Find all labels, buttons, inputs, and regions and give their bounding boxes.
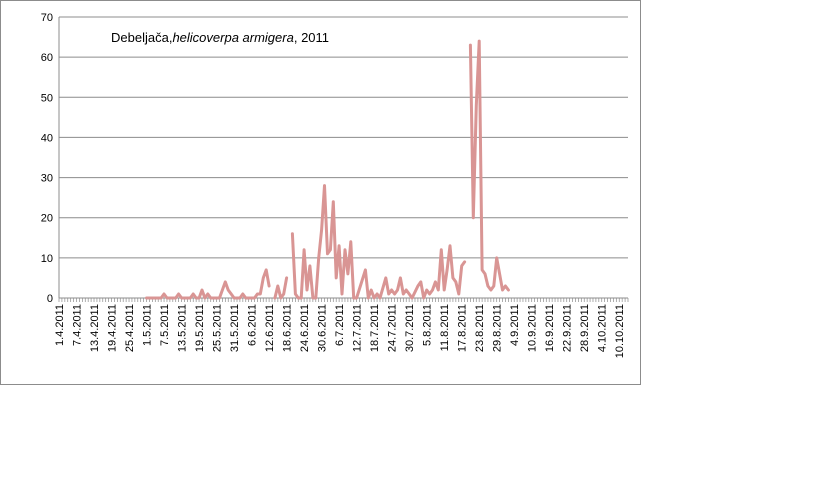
- x-tick-label-24.7.2011: 24.7.2011: [387, 304, 399, 352]
- x-tick-label-12.7.2011: 12.7.2011: [352, 304, 364, 352]
- x-tick-label-10.9.2011: 10.9.2011: [527, 304, 539, 352]
- chart-title-year: , 2011: [293, 30, 330, 45]
- x-tick-label-18.6.2011: 18.6.2011: [282, 304, 294, 352]
- y-tick-label-0: 0: [47, 293, 53, 305]
- y-tick-label-70: 70: [41, 12, 53, 24]
- chart-frame: Debeljača,helicoverpa armigera, 2011 0 10…: [0, 0, 641, 385]
- x-tick-label-22.9.2011: 22.9.2011: [562, 304, 574, 352]
- x-tick-label-1.5.2011: 1.5.2011: [142, 304, 154, 346]
- x-tick-label-1.4.2011: 1.4.2011: [54, 304, 66, 346]
- y-tick-label-60: 60: [41, 52, 53, 64]
- x-tick-label-30.7.2011: 30.7.2011: [404, 304, 416, 352]
- x-tick-label-7.5.2011: 7.5.2011: [159, 304, 171, 346]
- line-chart: 0 10 20 30 40 50 60 70 1.4.2011 7.4.2011 13.4.2011…: [41, 12, 629, 358]
- chart-title: Debeljača,helicoverpa armigera, 2011: [111, 30, 329, 45]
- x-tick-label-25.5.2011: 25.5.2011: [212, 304, 224, 352]
- x-tick-label-19.5.2011: 19.5.2011: [194, 304, 206, 352]
- x-tick-label-4.10.2011: 4.10.2011: [597, 304, 609, 352]
- chart-title-location: Debeljača,: [111, 30, 173, 45]
- series-line-segment-1: [145, 268, 271, 300]
- x-tick-label-16.9.2011: 16.9.2011: [544, 304, 556, 352]
- x-tick-label-10.10.2011: 10.10.2011: [614, 304, 626, 358]
- series-line-segment-2: [273, 276, 289, 300]
- x-tick-label-24.6.2011: 24.6.2011: [299, 304, 311, 352]
- x-tick-label-12.6.2011: 12.6.2011: [264, 304, 276, 352]
- x-tick-label-17.8.2011: 17.8.2011: [457, 304, 469, 352]
- series-line-segment-3: [290, 184, 467, 300]
- y-tick-label-30: 30: [41, 173, 53, 185]
- series-line-segment-4: [468, 39, 510, 292]
- chart-title-species: helicoverpa armigera: [172, 30, 294, 45]
- x-tick-label-4.9.2011: 4.9.2011: [509, 304, 521, 346]
- x-tick-label-18.7.2011: 18.7.2011: [369, 304, 381, 352]
- x-tick-label-23.8.2011: 23.8.2011: [474, 304, 486, 352]
- x-tick-label-29.8.2011: 29.8.2011: [492, 304, 504, 352]
- x-tick-label-30.6.2011: 30.6.2011: [317, 304, 329, 352]
- x-tick-label-11.8.2011: 11.8.2011: [439, 304, 451, 351]
- x-tick-label-19.4.2011: 19.4.2011: [107, 304, 119, 352]
- x-tick-label-25.4.2011: 25.4.2011: [124, 304, 136, 352]
- x-tick-label-6.6.2011: 6.6.2011: [247, 304, 259, 346]
- x-tick-label-31.5.2011: 31.5.2011: [229, 304, 241, 352]
- y-tick-label-40: 40: [41, 132, 53, 144]
- y-tick-label-50: 50: [41, 92, 53, 104]
- x-tick-label-13.4.2011: 13.4.2011: [89, 304, 101, 352]
- y-tick-label-10: 10: [41, 253, 53, 265]
- x-tick-label-5.8.2011: 5.8.2011: [422, 304, 434, 346]
- y-tick-label-20: 20: [41, 213, 53, 225]
- x-tick-label-13.5.2011: 13.5.2011: [177, 304, 189, 352]
- x-tick-label-6.7.2011: 6.7.2011: [334, 304, 346, 346]
- x-tick-label-7.4.2011: 7.4.2011: [72, 304, 84, 346]
- x-tick-label-28.9.2011: 28.9.2011: [579, 304, 591, 352]
